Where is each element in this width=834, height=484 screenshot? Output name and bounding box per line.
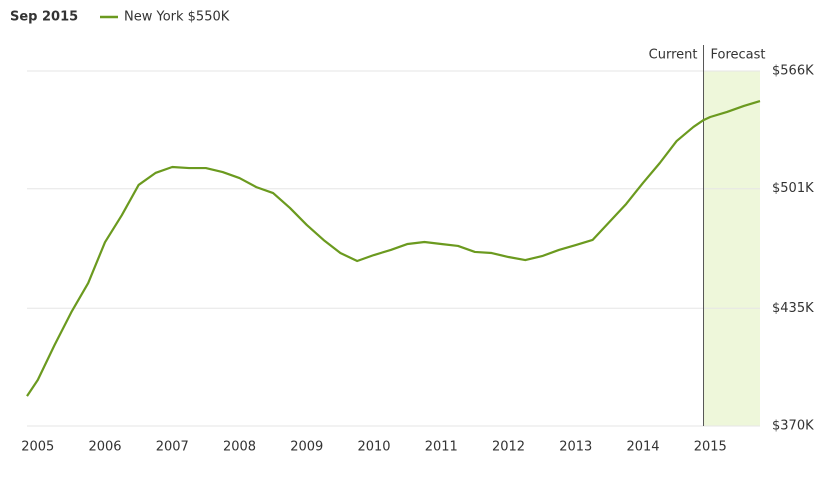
legend-label: New York $550K [124, 10, 230, 25]
x-tick-label: 2011 [425, 440, 458, 455]
x-tick-label: 2009 [290, 440, 323, 455]
x-tick-label: 2012 [492, 440, 525, 455]
forecast-label: Forecast [711, 48, 766, 63]
x-tick-label: 2005 [21, 440, 54, 455]
y-tick-label: $435K [772, 301, 814, 316]
chart-title: Sep 2015 [10, 10, 78, 25]
series-line [26, 100, 761, 397]
y-tick-label: $370K [772, 419, 814, 434]
x-tick-label: 2007 [156, 440, 189, 455]
forecast-region [703, 71, 760, 426]
y-tick-label: $501K [772, 181, 814, 196]
x-tick-label: 2008 [223, 440, 256, 455]
y-tick-label: $566K [772, 64, 814, 79]
x-tick-label: 2013 [559, 440, 592, 455]
x-tick-label: 2015 [694, 440, 727, 455]
current-label: Current [649, 48, 698, 63]
x-tick-label: 2014 [626, 440, 659, 455]
x-tick-label: 2006 [88, 440, 121, 455]
x-tick-label: 2010 [357, 440, 390, 455]
